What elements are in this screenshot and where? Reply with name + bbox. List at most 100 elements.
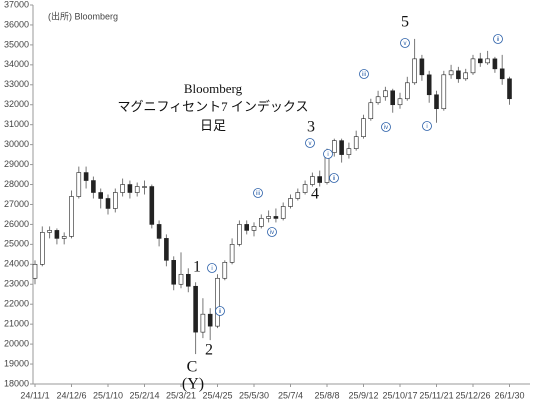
y-tick-label: 31000 bbox=[4, 119, 29, 129]
sub-wave-label: ii bbox=[497, 37, 500, 43]
candle-body bbox=[499, 68, 505, 80]
candle-body bbox=[288, 198, 293, 207]
wave-label: C bbox=[187, 359, 198, 376]
candle-body bbox=[251, 226, 257, 231]
wave-circle bbox=[215, 306, 225, 316]
candle-body bbox=[76, 172, 82, 197]
y-tick-label: 19000 bbox=[4, 358, 29, 368]
candle-body bbox=[492, 58, 498, 70]
candle-body bbox=[310, 176, 315, 185]
sub-wave-label: iv bbox=[270, 230, 274, 236]
candle-body bbox=[142, 186, 147, 188]
candle-body bbox=[156, 224, 162, 239]
candle-body bbox=[390, 90, 396, 106]
candle-body bbox=[302, 184, 308, 193]
candle-body bbox=[164, 238, 169, 261]
candle-body bbox=[186, 273, 191, 287]
candle-body bbox=[470, 58, 476, 74]
sub-wave-label: i bbox=[327, 152, 328, 158]
candle-body bbox=[171, 260, 176, 285]
sub-wave-label: ii bbox=[219, 309, 222, 315]
candle-body bbox=[397, 98, 403, 106]
candle-body bbox=[61, 236, 67, 239]
y-tick-label: 23000 bbox=[4, 279, 29, 289]
y-tick-label: 32000 bbox=[4, 99, 29, 109]
candle-body bbox=[237, 224, 242, 245]
x-tick-label: 24/11/1 bbox=[20, 390, 49, 400]
candle-body bbox=[207, 313, 213, 327]
x-tick-label: 25/11/21 bbox=[419, 390, 453, 400]
candle-body bbox=[105, 198, 111, 209]
candle-body bbox=[273, 216, 279, 219]
y-tick-label: 21000 bbox=[4, 319, 29, 329]
wave-label: (Y) bbox=[182, 376, 204, 393]
wave-circle bbox=[305, 138, 315, 148]
candle-body bbox=[32, 264, 38, 279]
y-tick-label: 22000 bbox=[4, 299, 29, 309]
sub-wave-label: v bbox=[404, 41, 407, 47]
candle-body bbox=[127, 184, 133, 193]
candle-body bbox=[47, 230, 52, 233]
wave-circle bbox=[253, 188, 263, 198]
candle-body bbox=[178, 273, 184, 285]
sub-wave-label: iv bbox=[384, 125, 388, 131]
candle-body bbox=[258, 218, 264, 227]
x-tick-label: 25/5/30 bbox=[239, 390, 269, 400]
y-tick-label: 18000 bbox=[4, 378, 29, 388]
candle-body bbox=[39, 232, 45, 265]
y-tick-label: 36000 bbox=[4, 19, 29, 29]
candle-body bbox=[339, 140, 344, 155]
sub-wave-label: iii bbox=[256, 191, 260, 197]
candle-body bbox=[463, 72, 469, 80]
title-line: Bloomberg bbox=[184, 81, 243, 96]
candle-body bbox=[193, 285, 198, 333]
x-tick-label: 25/10/17 bbox=[382, 390, 417, 400]
candle-body bbox=[419, 58, 425, 76]
x-tick-label: 25/2/14 bbox=[129, 390, 159, 400]
candle-body bbox=[54, 230, 60, 239]
sub-wave-label: iii bbox=[362, 72, 366, 78]
candle-body bbox=[426, 74, 432, 96]
candle-body bbox=[507, 78, 512, 100]
x-tick-label: 24/12/6 bbox=[56, 390, 86, 400]
wave-circle bbox=[207, 263, 217, 273]
sub-wave-label: ii bbox=[333, 176, 336, 182]
x-tick-label: 25/8/8 bbox=[314, 390, 339, 400]
candle-body bbox=[353, 136, 359, 149]
candle-body bbox=[200, 313, 206, 333]
candle-body bbox=[134, 186, 140, 193]
wave-label: 4 bbox=[311, 186, 319, 203]
y-tick-label: 30000 bbox=[4, 139, 29, 149]
title-line: マグニフィセント7 インデックス bbox=[117, 99, 308, 114]
x-tick-label: 25/1/10 bbox=[93, 390, 123, 400]
sub-wave-label: i bbox=[426, 124, 427, 130]
x-tick-label: 25/4/25 bbox=[202, 390, 232, 400]
candle-body bbox=[266, 216, 271, 219]
candle-body bbox=[375, 96, 381, 104]
candle-body bbox=[98, 192, 103, 199]
wave-circle bbox=[381, 122, 391, 132]
wave-circle bbox=[359, 69, 369, 79]
y-tick-label: 34000 bbox=[4, 59, 29, 69]
x-tick-label: 25/9/12 bbox=[348, 390, 378, 400]
source: (出所) Bloomberg bbox=[48, 10, 118, 21]
candle-body bbox=[222, 262, 228, 279]
candle-body bbox=[83, 172, 89, 181]
candle-body bbox=[149, 186, 155, 225]
wave-label: 5 bbox=[401, 14, 409, 31]
sub-wave-label: v bbox=[309, 141, 312, 147]
candle-body bbox=[404, 82, 410, 100]
candle-body bbox=[120, 184, 125, 193]
candle-body bbox=[244, 224, 249, 231]
y-tick-label: 33000 bbox=[4, 79, 29, 89]
y-tick-label: 28000 bbox=[4, 179, 29, 189]
y-tick-label: 24000 bbox=[4, 259, 29, 269]
sub-wave-label: i bbox=[211, 266, 212, 272]
y-tick-label: 27000 bbox=[4, 199, 29, 209]
y-tick-label: 20000 bbox=[4, 338, 29, 348]
candle-body bbox=[448, 70, 454, 76]
candle-body bbox=[368, 102, 374, 119]
wave-circle bbox=[267, 227, 277, 237]
wave-circle bbox=[329, 173, 339, 183]
